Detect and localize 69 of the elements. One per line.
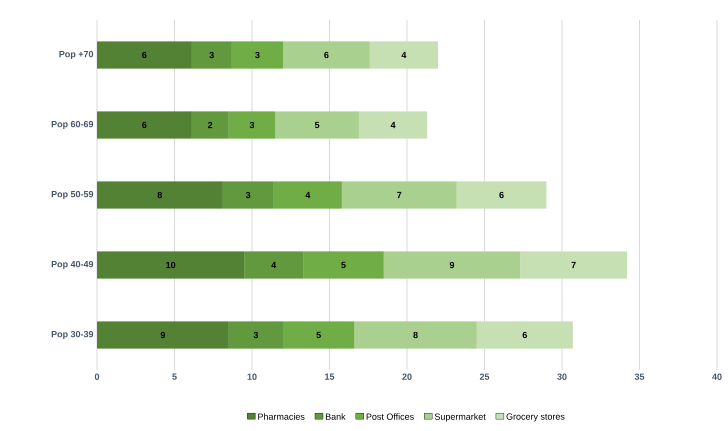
data-label: 4 (271, 262, 276, 268)
data-label: 5 (314, 122, 320, 128)
bar (244, 251, 304, 279)
data-label: 2 (208, 122, 212, 128)
data-label: 3 (255, 52, 260, 58)
data-label: 3 (246, 192, 250, 198)
bar (192, 111, 229, 139)
y-tick-label: Pop 50-59 (52, 190, 94, 200)
data-label: 5 (316, 332, 321, 338)
bar (456, 181, 547, 209)
x-tick-label: 40 (712, 374, 722, 380)
data-label: 6 (499, 192, 504, 198)
bar (358, 111, 428, 139)
bar (520, 251, 628, 279)
data-label: 9 (160, 332, 166, 338)
data-label: 8 (413, 332, 418, 338)
bar (222, 181, 274, 209)
bar (283, 321, 354, 349)
bar (228, 321, 284, 349)
legend-label: Supermarket (434, 413, 486, 422)
bar (370, 41, 438, 69)
bar (354, 321, 477, 349)
x-tick-label: 15 (325, 374, 334, 380)
bar (192, 41, 232, 69)
x-tick-label: 35 (634, 374, 644, 380)
y-tick-label: Pop +70 (59, 50, 94, 60)
bar (283, 41, 370, 69)
data-label: 3 (250, 122, 254, 128)
y-tick-label: Pop 40-49 (52, 260, 94, 270)
x-tick-label: 30 (557, 374, 567, 380)
bar (228, 111, 276, 139)
data-label: 3 (209, 52, 214, 58)
bar (97, 41, 192, 69)
data-label: 10 (166, 262, 176, 268)
data-label: 7 (572, 262, 576, 268)
bar (97, 181, 223, 209)
bar (97, 111, 192, 139)
bar (232, 41, 284, 69)
data-label: 6 (324, 52, 329, 58)
bar (275, 111, 359, 139)
data-label: 9 (450, 262, 454, 268)
bar (97, 321, 229, 349)
bar (476, 321, 573, 349)
data-label: 4 (390, 122, 396, 128)
bar (342, 181, 457, 209)
y-tick-label: Pop 60-69 (52, 120, 94, 130)
x-tick-label: 10 (248, 374, 257, 380)
data-label: 6 (142, 52, 146, 58)
bar (384, 251, 520, 279)
legend-label: Grocery stores (506, 413, 565, 422)
data-label: 8 (158, 192, 162, 198)
data-label: 4 (305, 192, 310, 198)
data-label: 4 (402, 52, 406, 58)
data-label: 5 (341, 262, 346, 268)
data-label: 3 (254, 332, 258, 338)
bar (303, 251, 384, 279)
bar (97, 251, 244, 279)
data-label: 6 (522, 332, 527, 338)
bar (274, 181, 342, 209)
y-tick-label: Pop 30-39 (52, 330, 94, 340)
x-tick-label: 5 (172, 374, 177, 380)
x-tick-label: 0 (94, 374, 100, 380)
legend-label: Post Offices (366, 413, 414, 420)
x-tick-label: 20 (402, 374, 412, 380)
data-label: 6 (142, 122, 146, 128)
legend-label: Pharmacies (258, 413, 305, 420)
data-label: 7 (397, 192, 402, 198)
legend-label: Bank (326, 413, 346, 420)
x-tick-label: 25 (480, 374, 490, 380)
